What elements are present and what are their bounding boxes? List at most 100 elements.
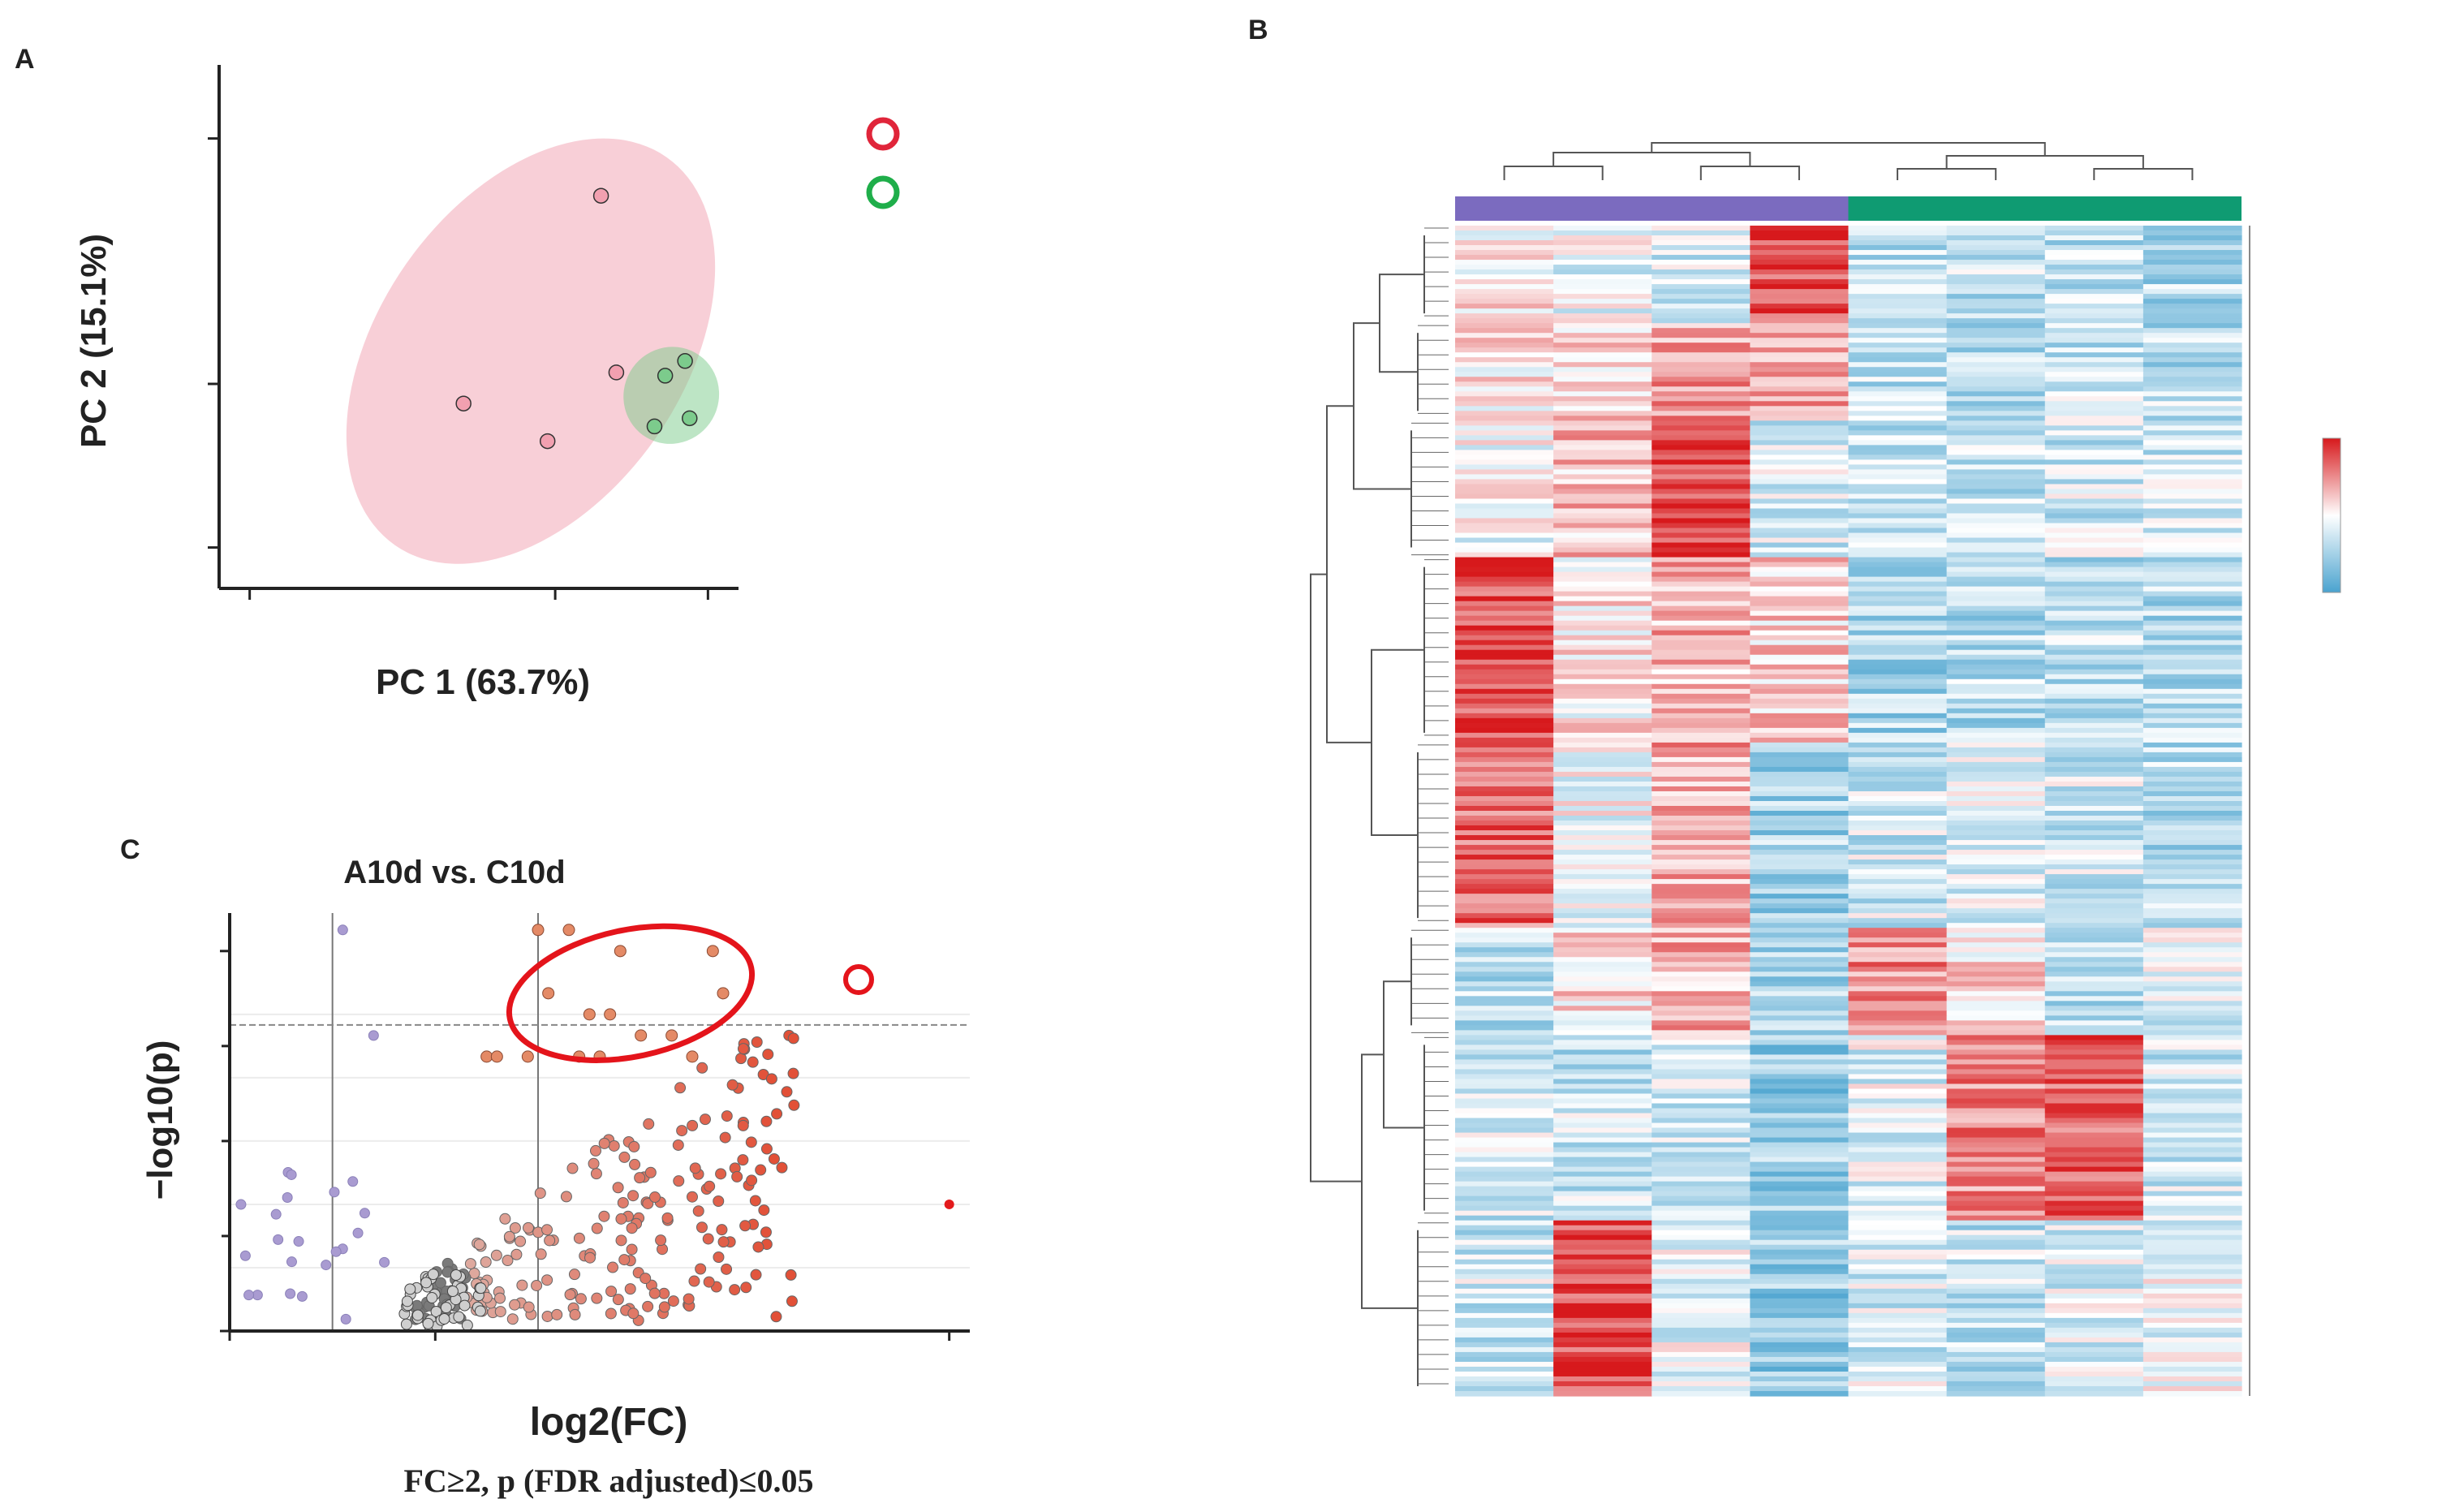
heatmap-cell-r88-c5 <box>1848 649 1948 656</box>
heatmap-cell-r46-c2 <box>1553 445 1652 450</box>
heatmap-cell-r62-c7 <box>2044 523 2144 529</box>
heatmap-cell-r64-c2 <box>1553 532 1652 539</box>
heatmap-cell-r233-c1 <box>1455 1356 1554 1363</box>
volcano-significant-up-point-15 <box>706 945 719 958</box>
heatmap-cell-r23-c4 <box>1750 333 1850 338</box>
heatmap-cell-r40-c7 <box>2044 416 2144 421</box>
heatmap-cell-r106-c6 <box>1946 737 2046 743</box>
heatmap-cell-r4-c8 <box>2142 240 2242 246</box>
heatmap-cell-r194-c3 <box>1652 1166 1751 1173</box>
heatmap-cell-r231-c2 <box>1553 1346 1652 1353</box>
volcano-point <box>750 1269 762 1281</box>
heatmap-cell-r66-c5 <box>1848 542 1948 549</box>
heatmap-cell-r191-c1 <box>1455 1152 1554 1158</box>
heatmap-cell-r128-c6 <box>1946 845 2046 851</box>
heatmap-cell-r5-c6 <box>1946 245 2046 251</box>
heatmap-cell-r39-c1 <box>1455 411 1554 416</box>
heatmap-cell-r20-c5 <box>1848 318 1948 324</box>
heatmap-cell-r94-c2 <box>1553 678 1652 685</box>
heatmap-cell-r136-c1 <box>1455 884 1554 890</box>
heatmap-cell-r211-c1 <box>1455 1249 1554 1256</box>
heatmap-cell-r37-c3 <box>1652 401 1751 407</box>
heatmap-cell-r127-c6 <box>1946 840 2046 846</box>
heatmap-cell-r162-c8 <box>2142 1010 2242 1016</box>
heatmap-cell-r100-c1 <box>1455 708 1554 714</box>
heatmap-cell-r182-c1 <box>1455 1108 1554 1114</box>
heatmap-cell-r103-c8 <box>2142 722 2242 729</box>
heatmap-cell-r125-c5 <box>1848 830 1948 836</box>
heatmap-cell-r50-c5 <box>1848 464 1948 471</box>
heatmap-cell-r85-c5 <box>1848 635 1948 641</box>
heatmap-cell-r70-c6 <box>1946 562 2046 568</box>
heatmap-cell-r81-c8 <box>2142 615 2242 622</box>
heatmap-cell-r123-c7 <box>2044 821 2144 826</box>
heatmap-cell-r58-c1 <box>1455 503 1554 510</box>
heatmap-cell-r201-c5 <box>1848 1200 1948 1207</box>
heatmap-cell-r83-c8 <box>2142 625 2242 631</box>
heatmap-cell-r60-c3 <box>1652 513 1751 519</box>
heatmap-cell-r59-c7 <box>2044 508 2144 515</box>
heatmap-cell-r82-c8 <box>2142 620 2242 627</box>
heatmap-cell-r90-c3 <box>1652 659 1751 666</box>
heatmap-cell-r240-c6 <box>1946 1390 2046 1397</box>
volcano-point <box>640 1273 652 1285</box>
heatmap-cell-r19-c5 <box>1848 313 1948 319</box>
heatmap-cell-r116-c3 <box>1652 786 1751 792</box>
volcano-point <box>702 1233 714 1245</box>
heatmap-cell-r91-c8 <box>2142 664 2242 670</box>
heatmap-cell-r152-c8 <box>2142 962 2242 967</box>
heatmap-cell-r142-c3 <box>1652 913 1751 919</box>
heatmap-cell-r96-c5 <box>1848 688 1948 695</box>
volcano-point <box>737 1154 749 1166</box>
heatmap-cell-r182-c4 <box>1750 1108 1850 1114</box>
heatmap-cell-r205-c6 <box>1946 1220 2046 1226</box>
heatmap-cell-r169-c2 <box>1553 1045 1652 1051</box>
heatmap-cell-r112-c3 <box>1652 766 1751 773</box>
heatmap-cell-r190-c7 <box>2044 1147 2144 1153</box>
heatmap-cell-r175-c6 <box>1946 1074 2046 1080</box>
heatmap-cell-r159-c6 <box>1946 996 2046 1002</box>
heatmap-cell-r236-c8 <box>2142 1371 2242 1377</box>
heatmap-cell-r26-c1 <box>1455 347 1554 353</box>
heatmap-cell-r159-c7 <box>2044 996 2144 1002</box>
volcano-point-outlier <box>944 1199 954 1209</box>
heatmap-cell-r106-c1 <box>1455 737 1554 743</box>
heatmap-cell-r237-c6 <box>1946 1376 2046 1382</box>
heatmap-cell-r236-c7 <box>2044 1371 2144 1377</box>
heatmap-cell-r86-c6 <box>1946 640 2046 646</box>
heatmap-cell-r116-c7 <box>2044 786 2144 792</box>
heatmap-cell-r111-c3 <box>1652 761 1751 768</box>
volcano-point <box>411 1309 424 1321</box>
heatmap-cell-r228-c7 <box>2044 1332 2144 1338</box>
heatmap-cell-r187-c4 <box>1750 1132 1850 1139</box>
heatmap-cell-r67-c8 <box>2142 547 2242 554</box>
pca-point-c10d-1 <box>657 368 674 384</box>
heatmap-cell-r219-c2 <box>1553 1288 1652 1294</box>
heatmap-cell-r60-c8 <box>2142 513 2242 519</box>
pca-x-axis-label: PC 1 (63.7%) <box>376 662 590 702</box>
heatmap-cell-r188-c3 <box>1652 1137 1751 1144</box>
heatmap-cell-r40-c3 <box>1652 416 1751 421</box>
heatmap-cell-r197-c5 <box>1848 1181 1948 1187</box>
heatmap-cell-r73-c3 <box>1652 576 1751 583</box>
heatmap-cell-r145-c4 <box>1750 928 1850 933</box>
heatmap-cell-r78-c4 <box>1750 601 1850 607</box>
heatmap-cell-r48-c7 <box>2044 454 2144 460</box>
heatmap-cell-r16-c1 <box>1455 299 1554 304</box>
heatmap-cell-r189-c5 <box>1848 1142 1948 1148</box>
heatmap-cell-r122-c1 <box>1455 816 1554 821</box>
heatmap-cell-r100-c8 <box>2142 708 2242 714</box>
heatmap-cell-r137-c4 <box>1750 889 1850 894</box>
heatmap-cell-r76-c8 <box>2142 591 2242 597</box>
heatmap-cell-r234-c7 <box>2044 1361 2144 1368</box>
heatmap-cell-r188-c2 <box>1553 1137 1652 1144</box>
heatmap-cell-r74-c6 <box>1946 581 2046 588</box>
heatmap-cell-r181-c6 <box>1946 1103 2046 1109</box>
heatmap-cell-r146-c4 <box>1750 933 1850 938</box>
heatmap-cell-r168-c4 <box>1750 1040 1850 1045</box>
heatmap-cell-r203-c5 <box>1848 1210 1948 1217</box>
heatmap-cell-r212-c8 <box>2142 1254 2242 1260</box>
heatmap-cell-r206-c2 <box>1553 1225 1652 1231</box>
heatmap-cell-r229-c2 <box>1553 1337 1652 1343</box>
heatmap-cell-r240-c1 <box>1455 1390 1554 1397</box>
